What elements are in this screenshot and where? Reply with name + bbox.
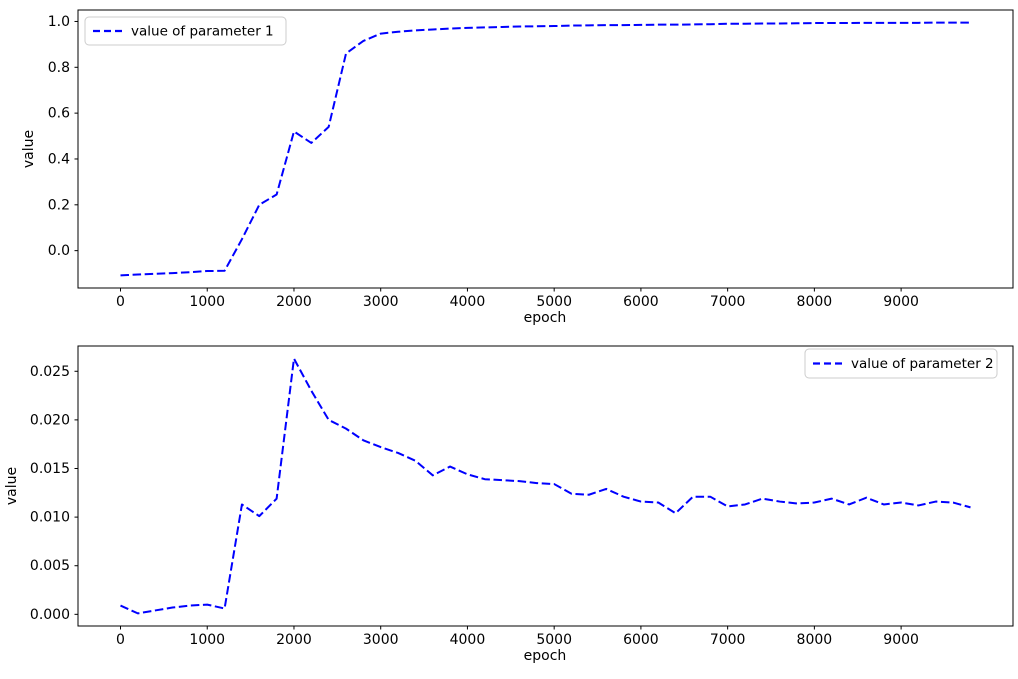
x-tick-label: 2000 (276, 294, 312, 310)
y-tick-label: 0.8 (48, 60, 70, 76)
y-tick-label: 0.015 (30, 461, 70, 477)
y-axis-label: value (21, 130, 37, 168)
y-axis-label: value (4, 467, 20, 505)
y-tick-label: 0.005 (30, 558, 70, 574)
x-tick-label: 3000 (363, 632, 399, 648)
axes-frame (77, 345, 1014, 627)
y-tick-label: 0.2 (48, 197, 70, 213)
y-tick-label: 0.4 (48, 151, 70, 167)
y-tick-label: 0.0 (48, 243, 70, 259)
x-tick-label: 4000 (450, 294, 486, 310)
x-tick-label: 7000 (710, 632, 746, 648)
x-tick-label: 3000 (363, 294, 399, 310)
x-tick-label: 7000 (710, 294, 746, 310)
x-axis-label: epoch (524, 310, 567, 326)
subplot-parameter-2: 0 1000 2000 3000 4000 5000 6000 7000 8000 9000 0.0… (4, 345, 1014, 664)
x-tick-label: 8000 (797, 294, 833, 310)
y-tick-label: 0.6 (48, 106, 70, 122)
x-tick-label: 9000 (883, 632, 919, 648)
series-line-parameter-1 (120, 21, 971, 277)
x-tick-label: 8000 (797, 632, 833, 648)
series-line-parameter-2 (120, 357, 971, 615)
x-tick-label: 5000 (536, 632, 572, 648)
y-tick-label: 0.000 (30, 607, 70, 623)
x-tick-label: 9000 (883, 294, 919, 310)
x-tick-label: 6000 (623, 632, 659, 648)
y-tick-label: 0.020 (30, 412, 70, 428)
y-tick-label: 0.010 (30, 510, 70, 526)
x-tick-label: 0 (116, 632, 125, 648)
legend-box (804, 348, 998, 379)
x-tick-label: 4000 (450, 632, 486, 648)
x-tick-label: 0 (116, 294, 125, 310)
subplot-parameter-1: 0 1000 2000 3000 4000 5000 6000 7000 8000 9000 0.0… (21, 9, 1014, 326)
legend-label: value of parameter 2 (851, 356, 994, 372)
legend-box (84, 16, 287, 46)
x-axis-label: epoch (524, 648, 567, 664)
legend-label: value of parameter 1 (131, 24, 274, 40)
x-tick-label: 2000 (276, 632, 312, 648)
x-tick-label: 1000 (189, 632, 225, 648)
y-tick-label: 1.0 (48, 14, 70, 30)
x-tick-label: 1000 (189, 294, 225, 310)
x-tick-label: 5000 (536, 294, 572, 310)
y-tick-label: 0.025 (30, 364, 70, 380)
axes-frame (77, 9, 1014, 289)
x-tick-label: 6000 (623, 294, 659, 310)
